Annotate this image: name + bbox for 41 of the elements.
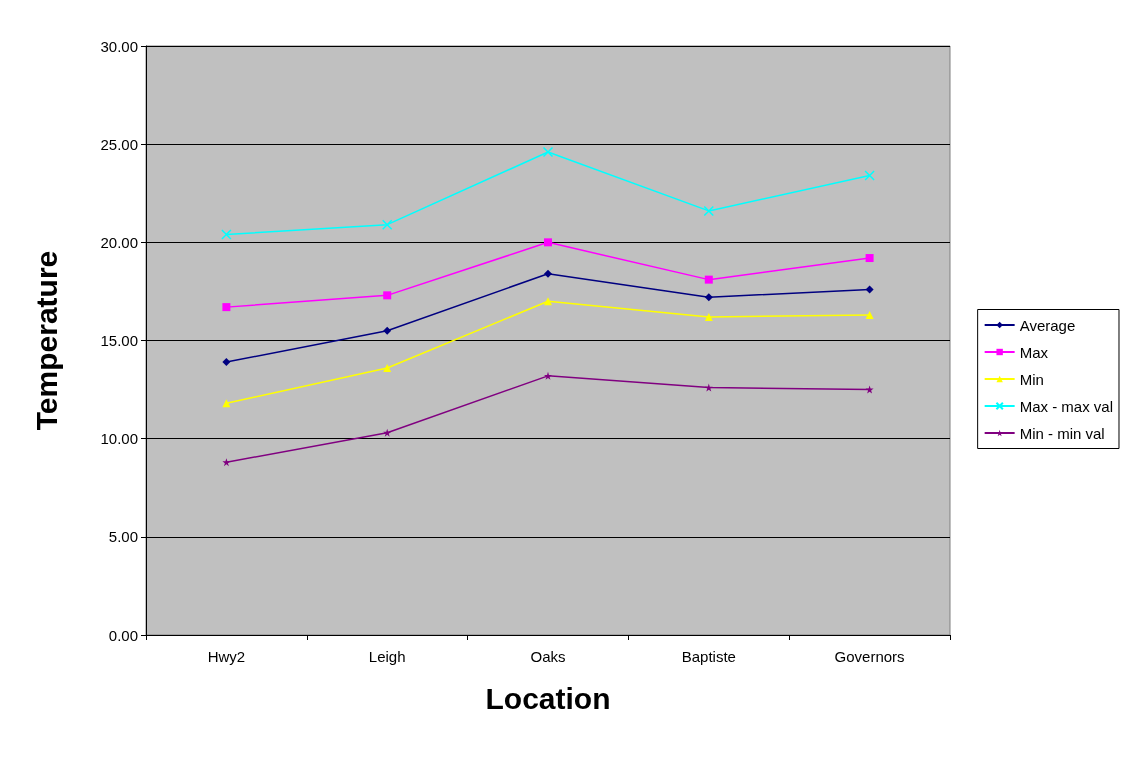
- legend-label: Min - min val: [1019, 424, 1105, 442]
- point: [544, 297, 552, 306]
- x-tick-label: Oaks: [530, 648, 566, 665]
- point: [865, 310, 874, 319]
- x-tick-label: Governors: [834, 648, 905, 665]
- point: [381, 219, 393, 230]
- x-tick-label: Hwy2: [207, 648, 246, 665]
- y-tick-label: 15.00: [100, 332, 138, 349]
- legend-label: Max - max val: [1019, 397, 1114, 415]
- point: [704, 275, 713, 284]
- point: [383, 363, 392, 372]
- y-tick-label: 0.00: [108, 626, 138, 644]
- point: [703, 205, 715, 217]
- point: [865, 254, 874, 263]
- y-tick-label: 10.00: [100, 430, 138, 448]
- point: [704, 312, 713, 321]
- point: [704, 293, 713, 302]
- point: [865, 285, 874, 294]
- y-tick-label: 25.00: [100, 135, 138, 153]
- point: [222, 303, 231, 312]
- x-tick-label: Baptiste: [681, 648, 736, 665]
- point: [544, 371, 552, 380]
- x-tick-label: Leigh: [368, 648, 406, 665]
- point: [383, 428, 392, 437]
- y-tick-label: 20.00: [100, 233, 138, 251]
- point: [544, 238, 552, 247]
- y-axis-title: Temperature: [29, 250, 63, 431]
- y-tick-label: 5.00: [108, 528, 138, 546]
- point: [383, 291, 392, 300]
- point: [221, 229, 232, 240]
- y-tick-label: 30.00: [100, 37, 138, 55]
- point: [544, 269, 552, 278]
- legend-label: Average: [1019, 316, 1076, 334]
- point: [222, 458, 231, 467]
- point: [222, 358, 231, 367]
- legend-label: Min: [1019, 370, 1044, 388]
- point: [383, 326, 392, 335]
- point: [542, 146, 554, 158]
- legend-label: Max: [1019, 343, 1049, 361]
- point: [864, 170, 875, 181]
- x-axis-title: Location: [485, 681, 611, 715]
